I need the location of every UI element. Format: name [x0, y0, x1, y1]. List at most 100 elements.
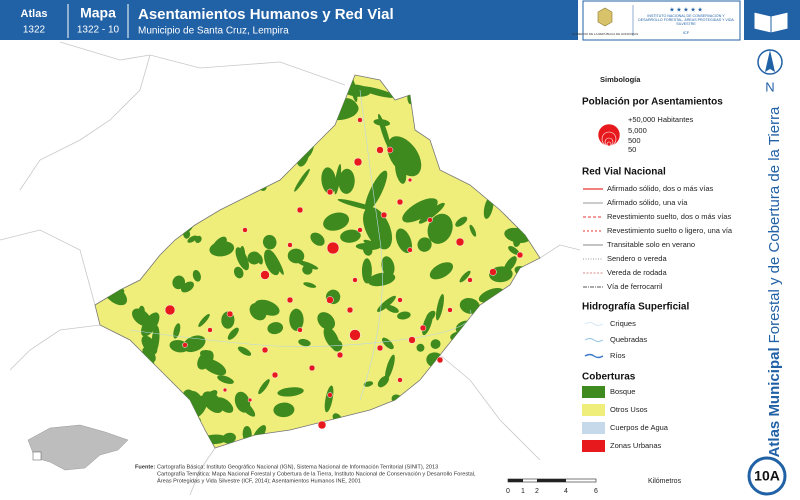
forest-patch [127, 192, 136, 203]
source-label: Fuente: [135, 464, 155, 470]
forest-patch [95, 96, 112, 110]
forest-patch [150, 206, 166, 221]
forest-patch [214, 104, 229, 123]
logo-stars: ★ ★ ★ ★ ★ [669, 7, 703, 14]
forest-patch [513, 233, 522, 247]
forest-patch [505, 183, 521, 205]
forest-patch [198, 75, 212, 90]
forest-patch [385, 354, 395, 380]
hydro-title: Hidrografía Superficial [582, 302, 689, 313]
forest-patch [125, 148, 142, 159]
forest-patch [115, 236, 126, 249]
settlement [261, 346, 269, 354]
scale-label: 6 [594, 488, 598, 495]
forest-patch [535, 292, 540, 299]
forest-patch [524, 117, 537, 133]
settlement [349, 329, 361, 341]
settlement [326, 241, 340, 255]
forest-patch [480, 410, 492, 420]
forest-patch [95, 288, 108, 297]
settlement [164, 304, 176, 316]
forest-patch [255, 97, 266, 109]
forest-patch [134, 389, 143, 406]
forest-patch [104, 351, 116, 364]
scale-label: 2 [535, 488, 539, 495]
forest-patch [157, 415, 171, 432]
forest-patch [176, 135, 192, 158]
forest-patch [222, 82, 247, 88]
forest-patch [324, 385, 334, 413]
forest-patch [197, 350, 214, 370]
scale-label: 0 [506, 488, 510, 495]
map-number: 1322 - 10 [77, 25, 120, 36]
forest-patch [310, 232, 325, 246]
forest-patch [106, 110, 116, 125]
settlement [286, 296, 294, 304]
north-arrow [765, 50, 775, 72]
forest-patch [485, 137, 497, 147]
forest-patch [126, 137, 142, 143]
forest-patch [421, 436, 437, 445]
forest-patch [254, 84, 262, 93]
roads-title: Red Vial Nacional [582, 167, 666, 178]
forest-patch [448, 390, 467, 404]
forest-patch [131, 308, 152, 327]
scale-label: 4 [564, 488, 568, 495]
forest-patch [338, 168, 355, 194]
forest-patch [140, 155, 156, 164]
forest-patch [227, 83, 235, 91]
settlement [296, 206, 304, 214]
settlement [317, 420, 327, 430]
source-line: Cartografía Básica: Instituto Geográfico… [157, 464, 438, 470]
forest-patch [112, 270, 139, 281]
cover-title: Coberturas [582, 372, 636, 383]
road-label: Vía de ferrocarril [607, 282, 663, 291]
cover-label: Bosque [610, 387, 635, 396]
forest-patch [416, 343, 425, 352]
forest-patch [254, 299, 280, 316]
forest-patch [469, 224, 477, 237]
forest-patch [165, 418, 181, 434]
forest-patch [177, 98, 188, 106]
settlement [357, 117, 363, 123]
forest-patch [521, 285, 528, 292]
forest-patch [299, 82, 307, 88]
forest-patch [303, 282, 317, 288]
page-number: 10A [754, 468, 780, 484]
forest-patch [465, 101, 473, 109]
hydro-label: Ríos [610, 351, 626, 360]
settlement [407, 177, 413, 183]
scale-label: 1 [521, 488, 525, 495]
forest-patch [239, 246, 246, 265]
forest-patch [197, 93, 205, 100]
forest-patch [149, 157, 164, 184]
settlement [467, 277, 473, 283]
cover-label: Zonas Urbanas [610, 441, 662, 450]
settlement [407, 247, 413, 253]
map-label: Mapa [80, 5, 116, 21]
forest-patch [117, 387, 136, 400]
settlement [408, 336, 416, 344]
forest-patch [209, 241, 235, 257]
forest-patch [373, 119, 391, 127]
forest-patch [141, 312, 160, 337]
municipality [94, 74, 541, 449]
forest-patch [222, 432, 236, 444]
forest-patch [506, 290, 530, 299]
source-line: Cartografía Temática: Mapa Nacional Fore… [157, 471, 476, 477]
forest-patch [119, 175, 128, 184]
forest-patch [148, 78, 171, 91]
logo-institute: INSTITUTO NACIONAL DE CONSERVACIÓN Y DES… [638, 14, 734, 26]
forest-patch [153, 156, 167, 166]
forest-patch [112, 184, 134, 189]
legend-title: Simbología [600, 75, 641, 84]
hydro-symbol [584, 353, 604, 359]
forest-patch [294, 168, 310, 192]
cover-label: Cuerpos de Agua [610, 423, 669, 432]
settlement [376, 344, 384, 352]
forest-patch [146, 418, 153, 434]
population-label: 5,000 [628, 126, 647, 135]
cover-swatch [582, 440, 605, 452]
forest-patch [495, 137, 517, 151]
